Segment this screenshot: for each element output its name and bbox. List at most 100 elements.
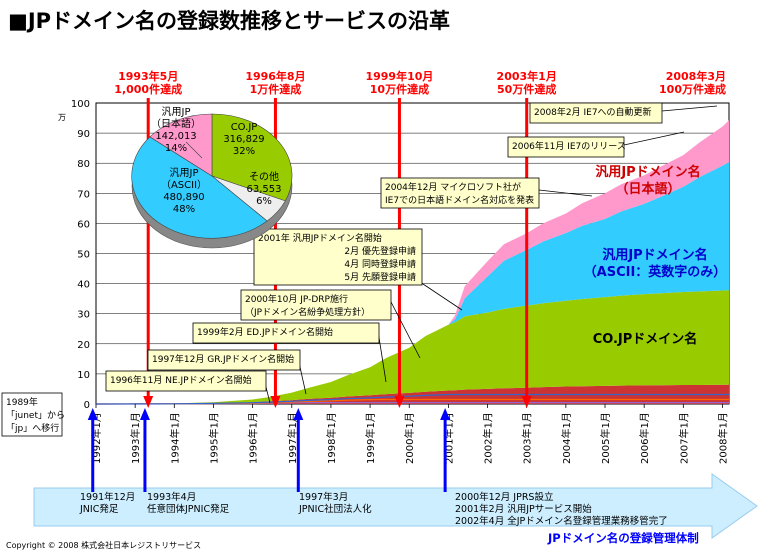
milestone-count: 10万件達成 xyxy=(370,82,429,96)
annotation-text: 1996年11月 NE.JPドメイン名開始 xyxy=(110,374,252,386)
timeline-event-text: 2001年2月 汎用JPサービス開始 xyxy=(455,503,592,515)
milestone-date: 1996年8月 xyxy=(245,69,305,83)
y-tick-label: 80 xyxy=(77,159,90,170)
annotation-text: 2004年12月 マイクロソフト社が xyxy=(385,181,521,193)
y-tick-label: 40 xyxy=(77,280,90,291)
milestone-arrow xyxy=(270,396,281,408)
annotation-box: 2000年10月 JP-DRP施行（JPドメイン名紛争処理方針） xyxy=(240,289,421,359)
x-tick-label: 1995年1月 xyxy=(207,412,220,464)
annotation-box: 2006年11月 IE7のリリース xyxy=(507,131,685,158)
series-label-jp-japanese: 汎用JPドメイン名 xyxy=(595,164,700,180)
annotation-box: 1999年2月 ED.JPドメイン名開始 xyxy=(192,322,387,383)
milestone-count: 1万件達成 xyxy=(250,82,302,96)
x-tick-label: 2005年1月 xyxy=(599,412,612,464)
pie-slice-label: CO.JP xyxy=(231,122,258,133)
timeline-arrow xyxy=(33,473,758,539)
area-series-2 xyxy=(96,162,729,404)
x-tick-label: 2004年1月 xyxy=(560,412,573,464)
pie-leader xyxy=(185,141,203,159)
annotation-text: 2001年 汎用JPドメイン名開始 xyxy=(258,232,382,244)
annotation-text: 1997年12月 GR.JPドメイン名開始 xyxy=(152,353,294,365)
minor-series-line xyxy=(95,393,729,405)
timeline-marker-arrow xyxy=(293,408,304,420)
y-tick-label: 0 xyxy=(84,400,90,411)
series-label-jp-ascii: （ASCII：英数字のみ） xyxy=(584,264,727,280)
milestone-arrow xyxy=(394,396,405,408)
milestone-count: 1,000件達成 xyxy=(114,82,182,96)
annotation-text: 4月 同時登録申請 xyxy=(344,258,416,270)
milestone-date: 1999年10月 xyxy=(365,69,433,83)
annotation-text: 1989年 xyxy=(6,396,38,408)
y-tick-label: 60 xyxy=(77,219,90,230)
y-tick-label: 100 xyxy=(71,99,90,110)
x-tick-label: 1993年1月 xyxy=(129,412,142,464)
milestone-arrow xyxy=(143,396,154,408)
milestone-arrow xyxy=(521,396,532,408)
annotation-leader xyxy=(419,281,463,311)
pie-slice-label: その他 xyxy=(249,170,279,183)
pie-slice-label: 316,829 xyxy=(223,134,264,145)
x-tick-label: 2006年1月 xyxy=(638,412,651,464)
annotation-text: 2月 優先登録申請 xyxy=(344,245,416,257)
annotation-leader xyxy=(538,189,593,197)
annotation-frame xyxy=(380,177,540,209)
pie-slice-label: 48% xyxy=(173,204,195,215)
x-tick-label: 2002年1月 xyxy=(482,412,495,464)
timeline-event-text: 任意団体JPNIC発足 xyxy=(147,503,230,515)
pie-slice-label: 汎用JP xyxy=(162,105,191,118)
timeline-footer-label: JPドメイン名の登録管理体制 xyxy=(547,531,699,545)
timeline-marker-arrow xyxy=(87,408,98,420)
annotation-frame xyxy=(105,370,267,392)
milestone-date: 2008年3月 xyxy=(666,69,726,83)
annotation-frame xyxy=(240,289,392,321)
annotation-frame xyxy=(529,102,663,124)
timeline-event-text: 2000年12月 JPRS設立 xyxy=(455,491,553,503)
pie-slice-label: 6% xyxy=(256,196,272,207)
annotation-frame xyxy=(507,136,625,158)
annotation-box: 2008年2月 IE7への自動更新 xyxy=(529,102,718,124)
y-tick-label: 30 xyxy=(77,310,90,321)
annotation-box: 1996年11月 NE.JPドメイン名開始 xyxy=(105,370,271,404)
pie-slice-label: 32% xyxy=(233,146,255,157)
series-label-jp-japanese: （日本語） xyxy=(615,181,680,197)
area-series-1 xyxy=(96,290,729,404)
annotation-text: 1999年2月 ED.JPドメイン名開始 xyxy=(197,326,333,338)
x-tick-label: 1996年1月 xyxy=(247,412,260,464)
timeline-marker-arrow xyxy=(139,408,150,420)
annotation-leader xyxy=(623,131,685,146)
timeline-event-text: JNIC発足 xyxy=(79,503,119,515)
y-tick-label: 70 xyxy=(77,189,90,200)
annotation-leader xyxy=(389,299,421,359)
x-tick-label: 1994年1月 xyxy=(168,412,181,464)
annotation-text: （JPドメイン名紛争処理方針） xyxy=(245,306,370,318)
x-tick-label: 2007年1月 xyxy=(677,412,690,464)
y-tick-label: 10 xyxy=(77,370,90,381)
pie-slice-label: 63,553 xyxy=(247,184,282,195)
annotation-text: 5月 先願登録申請 xyxy=(344,271,416,283)
milestone-count: 50万件達成 xyxy=(497,82,556,96)
pie-slice xyxy=(211,113,293,202)
annotation-text: 2000年10月 JP-DRP施行 xyxy=(245,293,348,305)
timeline-event-text: 1991年12月 xyxy=(80,491,135,503)
annotation-box: 1989年「junet」から「jp」へ移行 xyxy=(1,392,65,437)
pie-slice-label: 汎用JP xyxy=(170,166,199,179)
y-unit-label: 万 xyxy=(58,113,66,122)
page-title: ■JPドメイン名の登録数推移とサービスの沿革 xyxy=(8,9,450,33)
milestone-count: 100万件達成 xyxy=(659,82,726,96)
annotation-box: 1997年12月 GR.JPドメイン名開始 xyxy=(147,349,307,395)
pie-chart: CO.JP316,82932%その他63,5536%汎用JP（ASCII）480… xyxy=(131,105,293,249)
y-tick-label: 50 xyxy=(77,250,90,261)
timeline-event-text: JPNIC社団法人化 xyxy=(298,503,372,515)
annotation-text: 2008年2月 IE7への自動更新 xyxy=(534,106,652,118)
x-tick-label: 1998年1月 xyxy=(325,412,338,464)
timeline-marker-arrow xyxy=(440,408,451,420)
x-tick-label: 2000年1月 xyxy=(403,412,416,464)
x-tick-label: 2003年1月 xyxy=(521,412,534,464)
pie-slice xyxy=(149,113,213,177)
milestone-date: 1993年5月 xyxy=(118,69,178,83)
pie-slice-label: 14% xyxy=(165,143,187,154)
